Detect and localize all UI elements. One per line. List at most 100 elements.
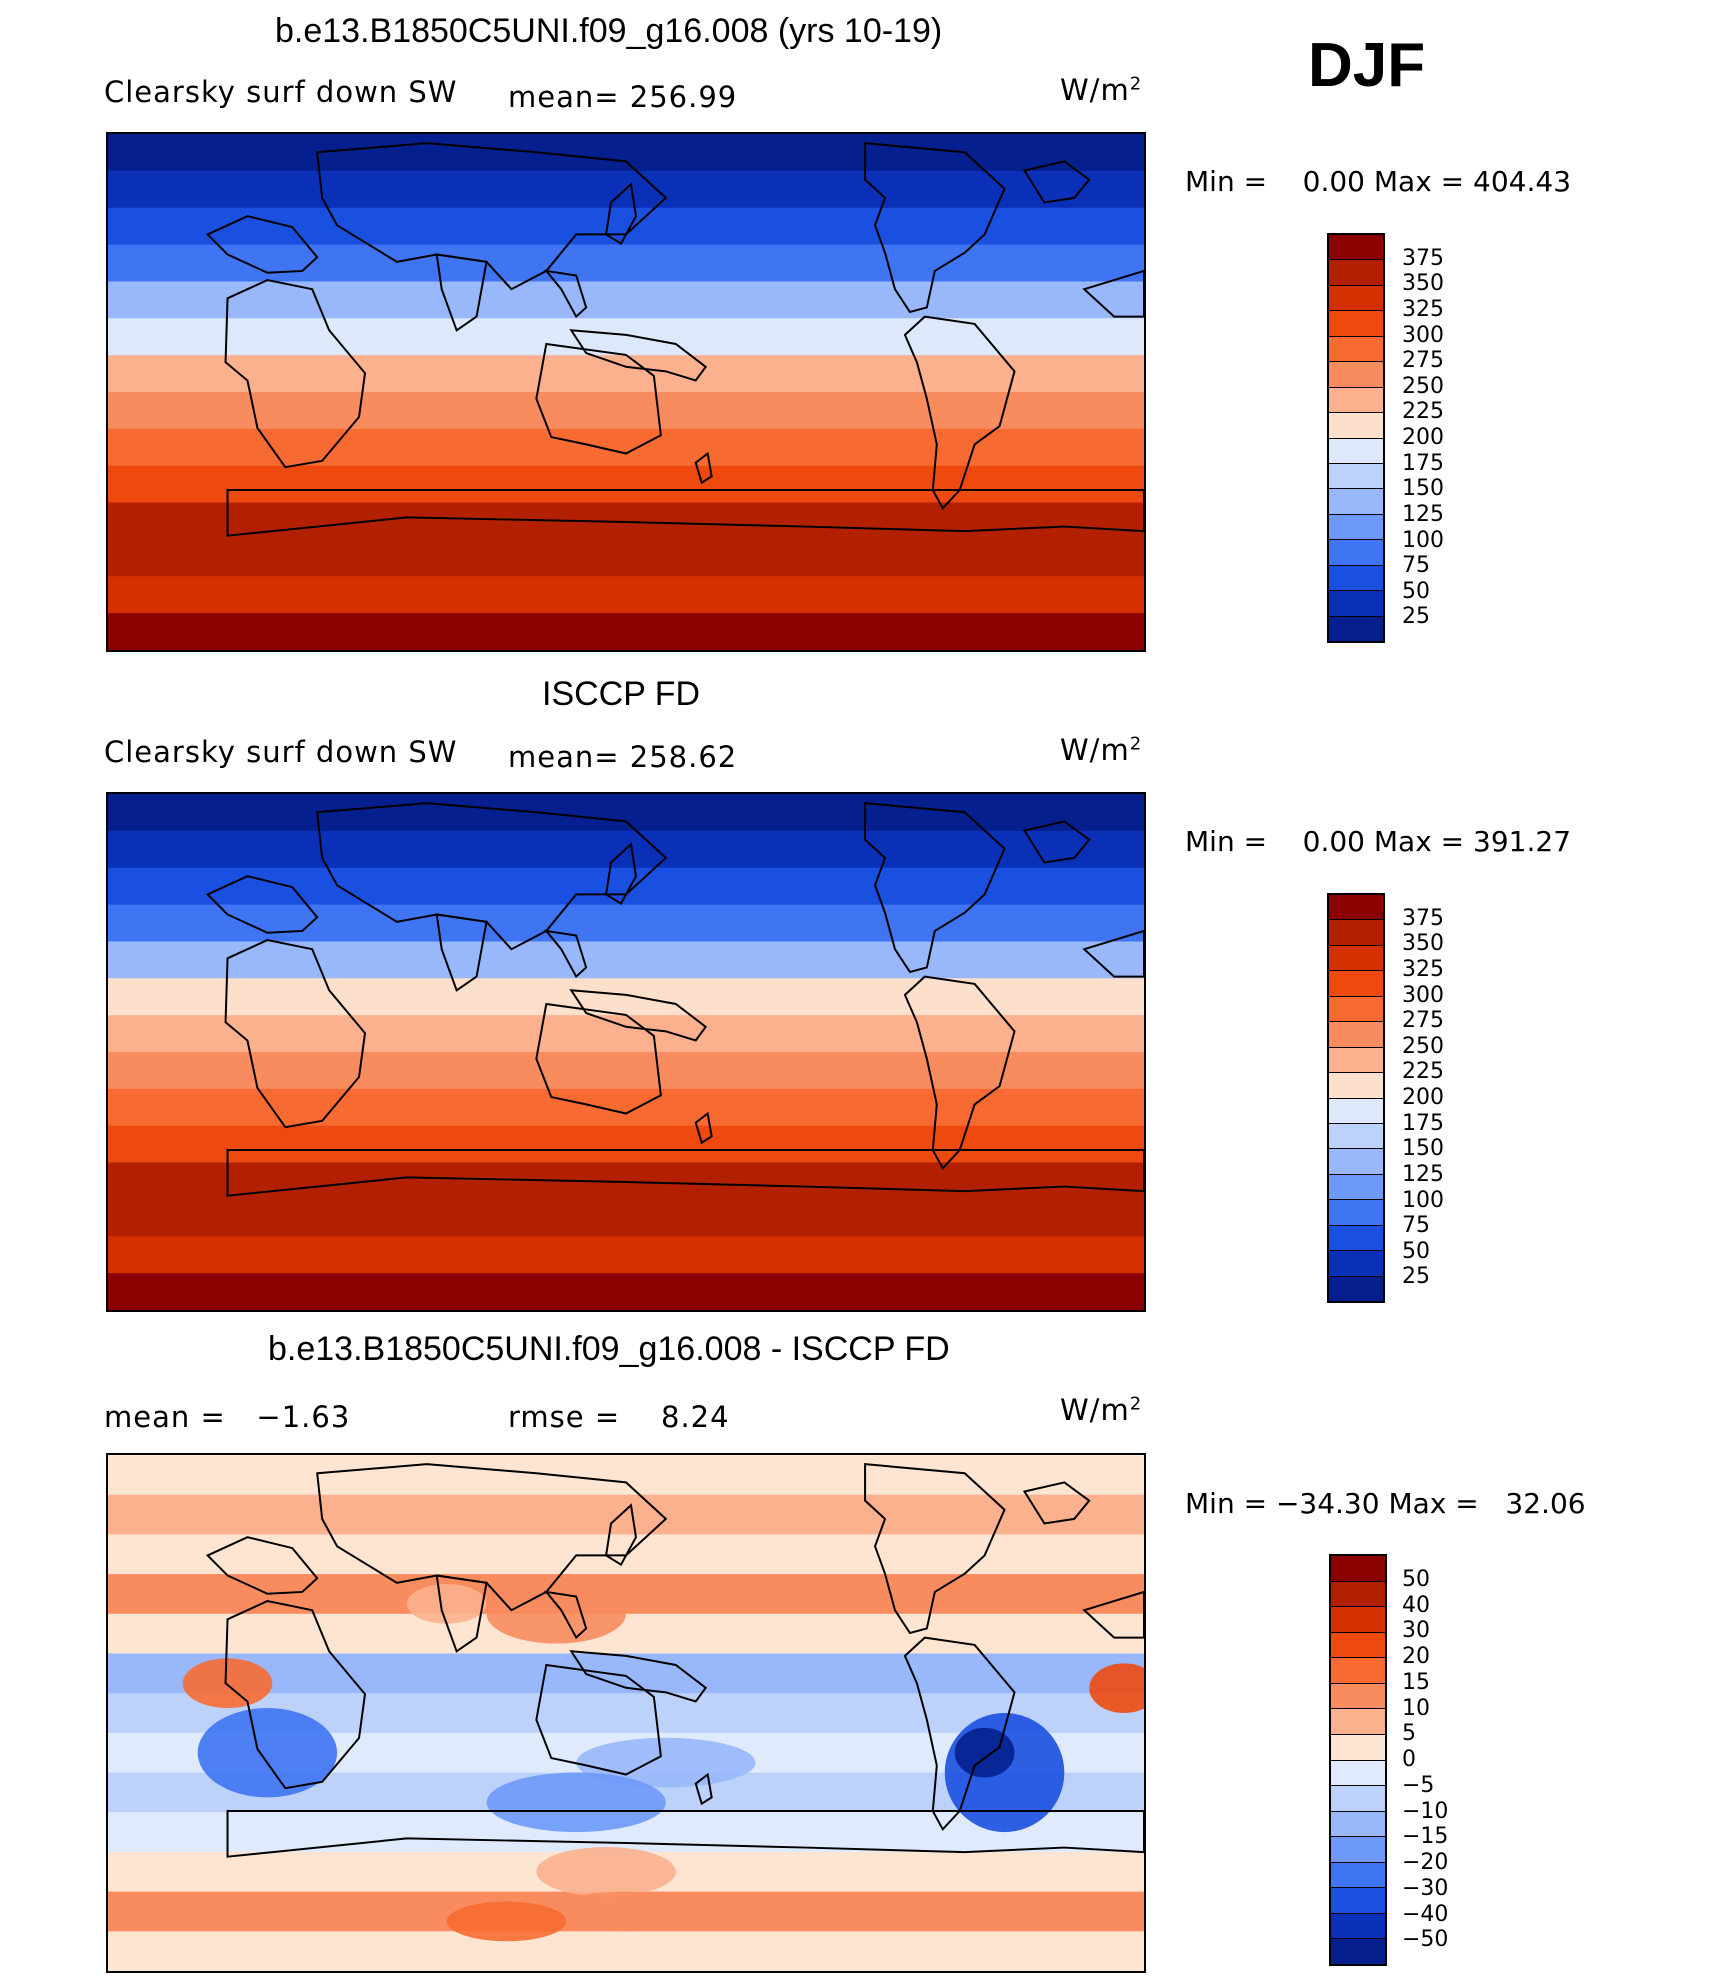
colorbar-label: 50	[1402, 1238, 1430, 1264]
coastline	[604, 1503, 637, 1566]
colorbar-swatch	[1331, 1811, 1385, 1838]
field-band	[108, 1931, 1144, 1971]
colorbar-swatch	[1329, 311, 1383, 337]
colorbar-label: 100	[1402, 1187, 1444, 1213]
coastline	[224, 279, 367, 469]
coastline	[543, 929, 588, 979]
colorbar-swatch	[1329, 387, 1383, 414]
season-label: DJF	[1308, 31, 1426, 100]
colorbar-label: 50	[1402, 1566, 1430, 1592]
colorbar-label: 15	[1402, 1669, 1430, 1695]
coastline	[903, 1636, 1016, 1831]
colorbar-swatch	[1329, 1098, 1383, 1124]
colorbar-label: −20	[1402, 1850, 1449, 1875]
colorbar-label: 200	[1402, 425, 1444, 450]
colorbar-label: 50	[1402, 578, 1430, 604]
coastlines	[205, 142, 1144, 537]
colorbar-label: 250	[1402, 373, 1444, 399]
coastline	[205, 875, 319, 934]
field-band	[108, 941, 1144, 980]
colorbar-swatch	[1329, 895, 1383, 921]
model-map-field	[108, 134, 1144, 650]
anomaly-blob	[406, 1584, 487, 1624]
field-bands	[108, 794, 1144, 1310]
anomaly-blob	[1089, 1663, 1144, 1713]
colorbar-label: 325	[1402, 296, 1444, 322]
colorbar-swatch	[1331, 1888, 1385, 1914]
colorbar-label: 100	[1402, 527, 1444, 553]
colorbar-swatch	[1329, 489, 1383, 515]
colorbar-label: 350	[1402, 271, 1444, 297]
coastline	[226, 1810, 1144, 1858]
colorbar-label: 350	[1402, 931, 1444, 957]
colorbar-swatch	[1329, 945, 1383, 972]
colorbar-swatch	[1329, 1149, 1383, 1175]
model-map	[106, 132, 1146, 652]
coastline	[569, 989, 708, 1042]
colorbar-label: 150	[1402, 1136, 1444, 1162]
colorbar-swatch	[1329, 920, 1383, 946]
field-band	[108, 1574, 1144, 1615]
colorbar-swatch	[1329, 463, 1383, 490]
anomaly-blob	[486, 1584, 626, 1644]
field-band	[108, 794, 1144, 832]
colorbar-label: 225	[1402, 1059, 1444, 1085]
colorbar-swatch	[1331, 1709, 1385, 1735]
field-band	[108, 465, 1144, 504]
panel3-minmax: Min = −34.30 Max = 32.06	[1185, 1487, 1586, 1520]
field-bands	[108, 134, 1144, 650]
field-band	[108, 244, 1144, 283]
colorbar-label: 175	[1402, 450, 1444, 476]
field-band	[108, 539, 1144, 578]
coastline	[316, 1463, 668, 1612]
panel1-minmax: Min = 0.00 Max = 404.43	[1185, 165, 1572, 198]
colorbar-swatch	[1329, 591, 1383, 617]
coastline	[694, 1772, 713, 1806]
colorbar-swatch	[1331, 1607, 1385, 1633]
colorbar-swatch	[1329, 1276, 1383, 1301]
colorbar-swatch	[1331, 1760, 1385, 1787]
coastlines	[205, 802, 1144, 1197]
coastline	[435, 253, 488, 332]
coastline	[226, 489, 1144, 537]
colorbar-swatch	[1329, 1123, 1383, 1150]
field-band	[108, 1273, 1144, 1310]
difference-colorbar	[1329, 1554, 1387, 1966]
colorbar-label: −30	[1402, 1875, 1449, 1901]
coastline	[224, 1600, 367, 1790]
panel1-field-label: Clearsky surf down SW	[104, 75, 458, 109]
colorbar-swatch	[1331, 1581, 1385, 1608]
field-band	[108, 281, 1144, 320]
colorbar-label: 125	[1402, 1161, 1444, 1187]
coastline	[543, 1590, 588, 1640]
field-band	[108, 1613, 1144, 1655]
colorbar-swatch	[1331, 1939, 1385, 1964]
colorbar-swatch	[1329, 260, 1383, 286]
obs-colorbar	[1327, 893, 1385, 1303]
coastline	[569, 329, 708, 382]
coastline	[604, 182, 637, 245]
colorbar-swatch	[1329, 235, 1383, 261]
colorbar-swatch	[1329, 1073, 1383, 1099]
colorbar-label: 275	[1402, 1008, 1444, 1034]
colorbar-swatch	[1329, 285, 1383, 312]
coastline	[569, 1650, 708, 1703]
difference-map-field	[108, 1455, 1144, 1971]
field-band	[108, 1236, 1144, 1275]
colorbar-swatch	[1329, 996, 1383, 1023]
panel3-mean-label: mean = −1.63	[104, 1400, 351, 1434]
colorbar-label: 250	[1402, 1033, 1444, 1059]
coastline	[316, 802, 668, 951]
coastline	[903, 975, 1016, 1170]
colorbar-label: −50	[1402, 1927, 1449, 1953]
colorbar-label: 225	[1402, 399, 1444, 425]
anomaly-blob	[954, 1727, 1015, 1778]
coastline	[316, 142, 668, 291]
coastline	[864, 142, 1006, 314]
colorbar-swatch	[1331, 1683, 1385, 1710]
colorbar-swatch	[1329, 362, 1383, 388]
field-band	[108, 576, 1144, 615]
field-band	[108, 318, 1144, 357]
colorbar-swatch	[1331, 1658, 1385, 1684]
colorbar-label: −40	[1402, 1901, 1449, 1927]
